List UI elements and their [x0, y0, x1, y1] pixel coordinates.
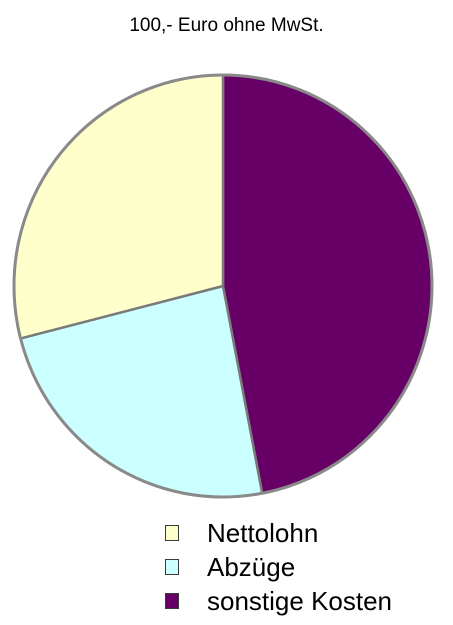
legend-item-abzuege: Abzüge	[165, 550, 392, 584]
legend-swatch-sonstige-kosten	[165, 593, 179, 609]
legend-swatch-nettolohn	[165, 525, 179, 541]
legend-label-abzuege: Abzüge	[207, 552, 296, 582]
legend-label-sonstige-kosten: sonstige Kosten	[207, 586, 393, 616]
pie-outline	[12, 73, 434, 499]
legend-label-nettolohn: Nettolohn	[207, 518, 319, 548]
legend-item-nettolohn: Nettolohn	[165, 516, 392, 550]
legend-swatch-abzuege	[165, 559, 179, 575]
legend-item-sonstige-kosten: sonstige Kosten	[165, 584, 392, 618]
chart-title: 100,- Euro ohne MwSt.	[129, 15, 324, 36]
slice-sonstige-kosten	[221, 73, 434, 495]
legend: Nettolohn Abzüge sonstige Kosten	[165, 516, 392, 618]
